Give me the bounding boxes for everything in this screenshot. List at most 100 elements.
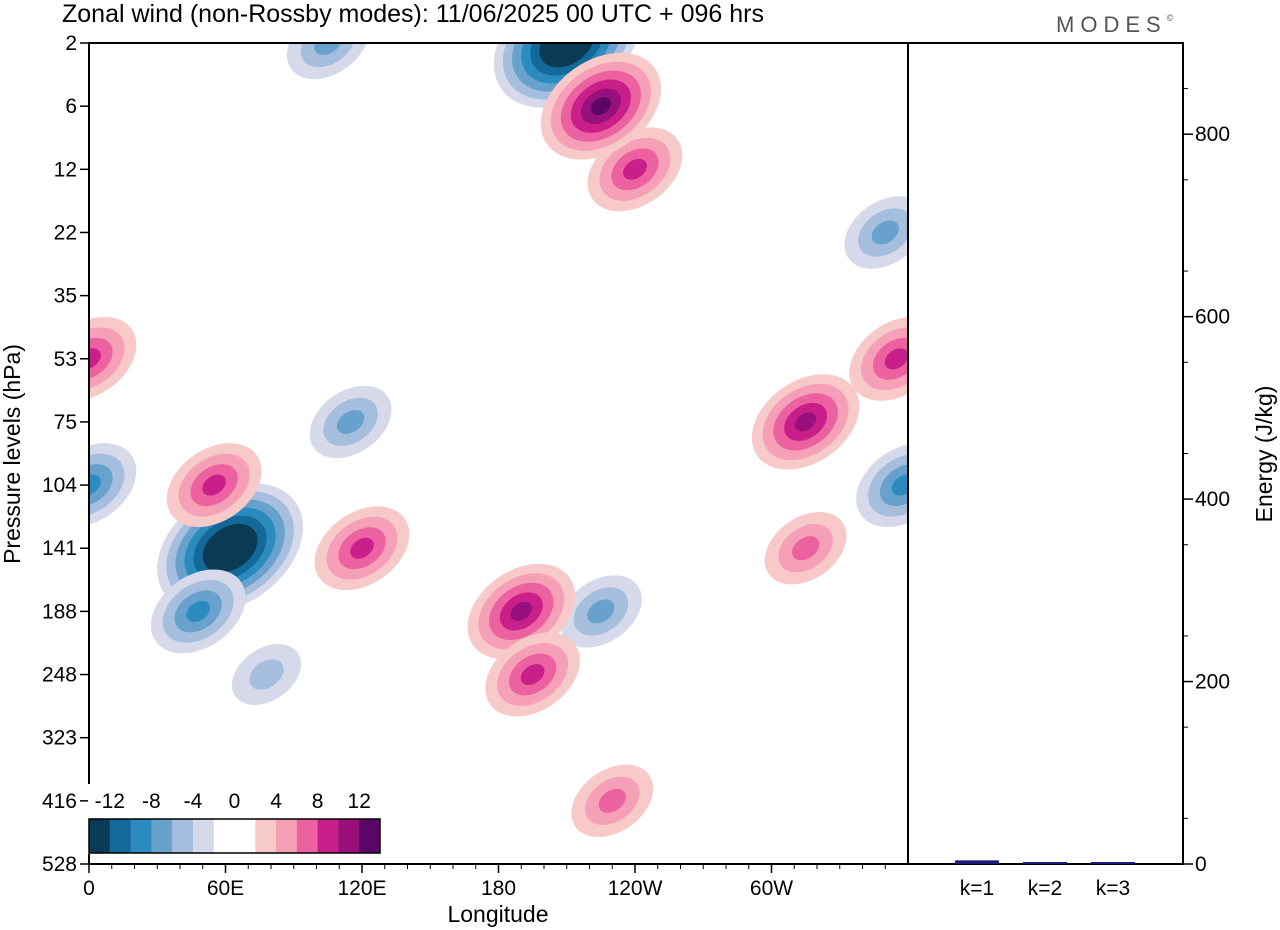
colorbar-swatch — [255, 819, 277, 853]
x-tick-label: 120E — [337, 877, 386, 900]
colorbar-swatch — [172, 819, 194, 853]
brand-logo: MODES© — [1056, 12, 1179, 37]
contour-band — [557, 43, 576, 52]
contour-band — [587, 599, 615, 624]
y-axis-label: Pressure levels (hPa) — [0, 344, 25, 564]
colorbar-swatch — [317, 819, 339, 853]
y-tick-label: 6 — [65, 95, 77, 118]
brand-name: MODES — [1056, 12, 1167, 37]
chart-title: Zonal wind (non-Rossby modes): 11/06/202… — [62, 0, 764, 28]
wind-anomaly-easterly-5 — [309, 385, 392, 459]
wind-anomaly-easterly-8 — [559, 575, 642, 648]
contour-band — [300, 43, 356, 68]
contour-band — [89, 464, 113, 507]
colorbar-tick-label: 0 — [229, 790, 241, 813]
colorbar-swatch — [130, 819, 152, 853]
contour-band — [598, 788, 626, 813]
y-tick-label: 12 — [54, 158, 77, 181]
energy-bar-label: k=1 — [960, 877, 994, 900]
x-tick-label: 120W — [608, 877, 663, 900]
wind-anomaly-easterly-4 — [856, 443, 908, 528]
colorbar-tick-label: -4 — [184, 790, 203, 813]
energy-bar-k=2 — [1023, 862, 1067, 864]
energy-bar-label: k=2 — [1028, 877, 1062, 900]
x-tick-label: 180 — [481, 877, 516, 900]
contour-band — [186, 600, 211, 622]
colorbar-swatch — [296, 819, 319, 853]
y-tick-label: 53 — [54, 348, 77, 371]
x-tick-label: 60E — [207, 877, 244, 900]
brand-mark: © — [1167, 13, 1180, 23]
energy-tick-label: 600 — [1195, 306, 1230, 329]
y-tick-label: 323 — [42, 727, 77, 750]
colorbar-swatch — [359, 819, 381, 853]
colorbar-swatch — [213, 819, 235, 853]
wind-anomaly-easterly-1 — [150, 569, 246, 654]
contour-band — [336, 409, 365, 434]
energy-tick-label: 400 — [1195, 488, 1230, 511]
y-tick-label: 416 — [42, 790, 77, 813]
wind-anomaly-westerly-16 — [751, 374, 860, 470]
y-tick-label: 22 — [54, 221, 77, 244]
energy-axis-label: Energy (J/kg) — [1251, 386, 1277, 523]
colorbar-swatch — [192, 819, 215, 853]
wind-anomaly-westerly-20 — [764, 511, 847, 585]
x-axis-label: Longitude — [447, 901, 548, 927]
energy-tick-label: 0 — [1195, 853, 1207, 876]
y-tick-label: 141 — [42, 537, 77, 560]
contour-band — [623, 158, 647, 180]
y-tick-label: 528 — [42, 853, 77, 876]
x-axis: 0 60E 120E 180 120W 60W — [83, 864, 886, 900]
contour-band — [89, 337, 113, 380]
wind-anomaly-westerly-17 — [89, 316, 137, 401]
y-tick-label: 75 — [54, 411, 77, 434]
energy-axis: 0 200 400 600 800 — [1183, 88, 1230, 876]
colorbar-tick-label: 4 — [270, 790, 282, 813]
colorbar-swatch — [151, 819, 173, 853]
colorbar-swatch — [234, 819, 256, 853]
contour-band — [884, 348, 908, 370]
energy-tick-label: 200 — [1195, 671, 1230, 694]
wind-anomaly-westerly-15 — [540, 52, 662, 160]
colorbar-tick-label: -8 — [142, 790, 161, 813]
wind-anomaly-westerly-12 — [314, 506, 410, 591]
wind-anomaly-westerly-18 — [849, 316, 908, 401]
energy-tick-label: 800 — [1195, 123, 1230, 146]
wind-anomaly-easterly-9 — [844, 196, 908, 269]
wind-anomaly-westerly-14 — [587, 127, 683, 212]
contour-band — [520, 664, 545, 685]
y-tick-label: 35 — [54, 285, 77, 308]
y-tick-label: 188 — [42, 600, 77, 623]
contour-band — [590, 97, 611, 116]
energy-bar-k=1 — [955, 860, 999, 864]
contour-band — [548, 43, 586, 60]
heatmap-contour-field — [89, 43, 908, 838]
colorbar-swatch — [276, 819, 298, 853]
y-axis: 2 6 12 22 35 53 75 104 141 188 248 323 416 528 — [42, 32, 89, 876]
wind-anomaly-easterly-2 — [231, 644, 302, 705]
colorbar-swatch — [89, 819, 111, 853]
contour-band — [510, 601, 533, 621]
y-tick-label: 248 — [42, 664, 77, 687]
x-tick-label: 0 — [83, 877, 95, 900]
y-tick-label: 2 — [65, 32, 77, 55]
energy-bar-k=3 — [1091, 862, 1135, 864]
contour-band — [202, 474, 226, 496]
contour-band — [871, 220, 899, 245]
wind-anomaly-easterly-3 — [89, 443, 137, 528]
contour-band — [794, 412, 817, 432]
contour-band — [350, 537, 374, 559]
contour-band — [891, 474, 908, 496]
wind-anomaly-westerly-11 — [485, 632, 580, 717]
colorbar-swatch — [109, 819, 132, 853]
contour-band — [249, 659, 284, 690]
y-tick-label: 104 — [42, 474, 77, 497]
colorbar-tick-label: 8 — [312, 790, 324, 813]
contour-band — [220, 540, 240, 557]
contour-band — [791, 536, 820, 561]
colorbar-tick-label: -12 — [95, 790, 125, 813]
colorbar-tick-label: 12 — [348, 790, 371, 813]
x-tick-label: 60W — [750, 877, 793, 900]
contour-band — [89, 348, 101, 370]
